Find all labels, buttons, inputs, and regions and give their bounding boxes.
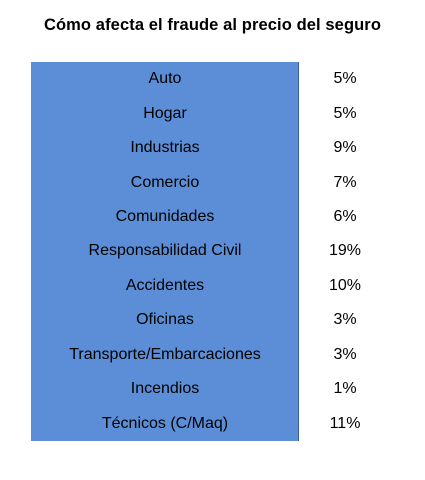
category-label: Accidentes [125, 276, 205, 294]
percentage-value: 3% [333, 311, 357, 329]
category-label: Transporte/Embarcaciones [69, 345, 261, 363]
percentage-value: 11% [329, 414, 361, 432]
table-row: Técnicos (C/Maq) 11% [31, 406, 391, 440]
category-label: Responsabilidad Civil [88, 242, 242, 260]
category-label: Industrias [130, 139, 200, 157]
table-row: Comunidades 6% [31, 200, 391, 234]
percentage-value: 10% [328, 276, 362, 294]
table-row: Oficinas 3% [31, 303, 391, 337]
category-label: Comercio [130, 173, 200, 191]
table-row: Hogar 5% [31, 96, 391, 130]
percentage-value: 7% [333, 173, 357, 191]
percentage-value: 1% [333, 380, 357, 398]
percentage-value: 5% [333, 104, 357, 122]
label-column-background [31, 62, 299, 441]
percentage-value: 9% [333, 139, 357, 157]
table-row: Transporte/Embarcaciones 3% [31, 338, 391, 372]
table-row: Auto 5% [31, 62, 391, 96]
category-label: Comunidades [115, 207, 215, 225]
table-row: Comercio 7% [31, 165, 391, 199]
percentage-value: 3% [333, 345, 357, 363]
category-label: Oficinas [136, 311, 194, 329]
category-label: Incendios [130, 380, 200, 398]
table-row: Industrias 9% [31, 131, 391, 165]
chart-title: Cómo afecta el fraude al precio del segu… [43, 16, 382, 34]
table-row: Accidentes 10% [31, 269, 391, 303]
category-label: Técnicos (C/Maq) [101, 414, 229, 432]
percentage-value: 19% [328, 242, 362, 260]
fraud-price-table: Auto 5% Hogar 5% Industrias 9% Comercio 7% Comun… [31, 62, 391, 441]
percentage-value: 5% [333, 70, 357, 88]
table-row: Incendios 1% [31, 372, 391, 406]
category-label: Hogar [143, 104, 187, 122]
category-label: Auto [148, 70, 182, 88]
percentage-value: 6% [333, 207, 357, 225]
table-row: Responsabilidad Civil 19% [31, 234, 391, 268]
